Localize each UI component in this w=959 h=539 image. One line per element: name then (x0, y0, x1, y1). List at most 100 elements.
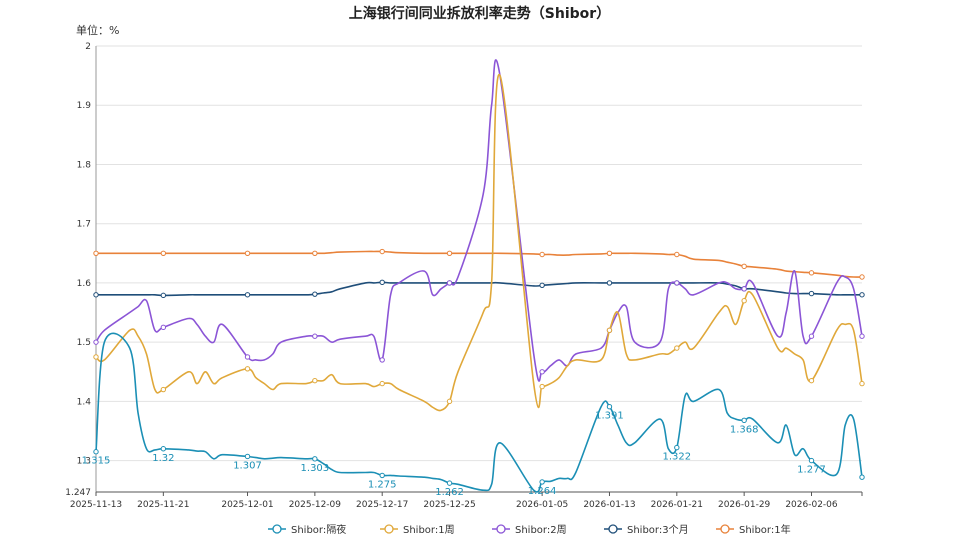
series-point (539, 282, 545, 288)
series-point (741, 263, 747, 270)
unit-label: 单位：% (76, 24, 120, 37)
series-point (446, 480, 453, 486)
legend-label: Shibor:3个月 (627, 524, 689, 536)
series-point (808, 333, 815, 339)
series-point (93, 250, 99, 257)
series-point (379, 279, 385, 286)
series-point (539, 251, 545, 258)
legend-label: Shibor:1年 (739, 523, 791, 536)
series-point (312, 291, 318, 297)
series-point (160, 250, 167, 257)
series-point (539, 479, 545, 485)
series-point (93, 339, 99, 345)
series-point (859, 292, 865, 298)
x-tick-label: 2025-12-17 (356, 500, 408, 510)
series-point (808, 270, 815, 276)
series-point (808, 377, 815, 384)
legend-label: Shibor:2周 (515, 524, 567, 536)
data-label: 1.368 (730, 424, 759, 435)
x-tick-label: 2025-11-21 (137, 500, 189, 510)
legend-marker (384, 524, 394, 534)
series-point (674, 444, 680, 451)
y-tick-label: 1.8 (77, 160, 92, 170)
series-point (808, 290, 815, 297)
series-point (160, 324, 167, 331)
data-label: 1.391 (595, 411, 624, 422)
legend-label: Shibor:隔夜 (291, 523, 346, 536)
data-label: 1.277 (797, 465, 826, 476)
x-tick-label: 2025-12-25 (423, 500, 475, 510)
legend-marker (608, 524, 618, 534)
series-point (674, 251, 680, 258)
y-tick-label: 1.9 (77, 101, 92, 111)
series-point (312, 456, 318, 462)
y-tick-label: 1.3 (77, 457, 91, 467)
series-point (446, 250, 453, 257)
series-point (93, 449, 99, 455)
legend-marker (496, 524, 506, 534)
data-label: 1.32 (152, 453, 174, 464)
legend-marker (720, 524, 730, 534)
y-tick-label: 1.6 (77, 279, 92, 289)
series-point (539, 383, 545, 390)
series-point (379, 472, 385, 479)
series-point (741, 286, 747, 292)
x-tick-label: 2026-01-13 (583, 500, 635, 510)
series-line-2 (95, 59, 863, 382)
x-tick-label: 2026-01-05 (516, 500, 568, 510)
series-point (446, 398, 453, 405)
series-point (244, 250, 251, 257)
series-point (674, 345, 680, 351)
series-point (741, 417, 747, 424)
series-point (312, 250, 318, 257)
series-point (606, 250, 613, 257)
series-point (859, 333, 865, 339)
data-label: 1.303 (301, 463, 330, 474)
series-point (379, 248, 385, 255)
x-tick-label: 2026-02-06 (785, 500, 838, 510)
series-point (606, 327, 613, 334)
x-tick-label: 2026-01-21 (651, 500, 703, 510)
series-point (93, 292, 99, 298)
y-tick-label: 1.5 (77, 338, 91, 348)
x-tick-label: 2025-12-01 (221, 500, 273, 510)
series-line-4 (95, 250, 863, 278)
series-point (379, 380, 385, 387)
legend-label: Shibor:1周 (403, 524, 455, 536)
series-point (446, 280, 453, 286)
series-point (808, 457, 815, 464)
series-point (859, 474, 865, 480)
data-label: 1.307 (233, 460, 262, 471)
series-point (741, 297, 747, 304)
series-point (379, 357, 385, 363)
series-point (160, 292, 167, 299)
x-tick-label: 2025-12-09 (289, 500, 342, 510)
series-line-3 (95, 281, 862, 297)
series-point (606, 280, 613, 286)
series-point (244, 354, 251, 360)
series-point (606, 404, 613, 410)
y-tick-label: 1.4 (77, 397, 92, 407)
series-point (859, 274, 865, 280)
chart-title: 上海银行间同业拆放利率走势（Shibor） (348, 6, 611, 22)
series-line-1 (95, 73, 863, 412)
series-point (312, 333, 318, 339)
y-tick-label: 1.247 (65, 488, 91, 498)
data-label: 1.315 (82, 456, 111, 467)
data-label: 1.275 (368, 479, 397, 490)
y-tick-label: 2 (85, 42, 91, 52)
legend-marker (272, 524, 282, 534)
data-label: 1.262 (435, 487, 464, 498)
data-label: 1.322 (662, 452, 691, 463)
data-label: 1.264 (528, 486, 557, 497)
series-point (160, 386, 167, 393)
series-point (859, 380, 865, 387)
x-tick-label: 2026-01-29 (718, 500, 771, 510)
series-line-0 (95, 332, 863, 493)
x-tick-label: 2025-11-13 (70, 500, 122, 510)
series-point (244, 453, 251, 460)
series-point (93, 354, 99, 360)
series-point (674, 280, 680, 286)
